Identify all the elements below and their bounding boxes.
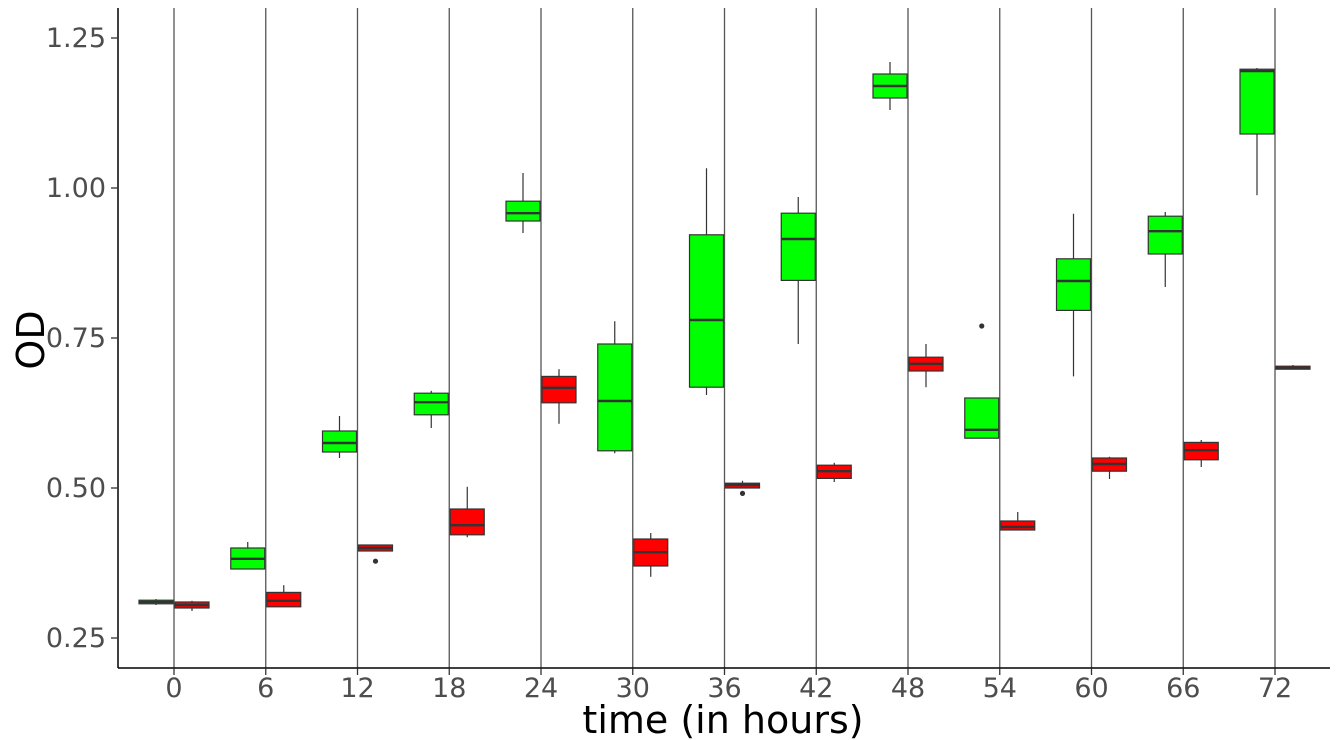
x-tick-label: 24 [524,673,558,704]
box-body [450,509,484,535]
x-tick-label: 6 [257,673,274,704]
y-tick-label: 0.75 [46,323,106,354]
box-body [1148,216,1182,254]
box-group [1276,365,1310,369]
box-body [1001,521,1035,530]
box-body [414,393,448,415]
x-tick-label: 0 [165,673,182,704]
box-body [1057,259,1091,311]
y-tick-label: 1.25 [46,23,106,54]
box-body [323,431,357,452]
x-tick-label: 72 [1258,673,1292,704]
box-body [781,213,815,280]
outlier-point [373,559,378,564]
box-body [965,398,999,438]
y-axis-title: OD [9,310,53,369]
outlier-point [979,323,984,328]
x-tick-label: 54 [983,673,1017,704]
x-axis-title: time (in hours) [582,698,863,740]
y-tick-label: 0.25 [46,623,106,654]
x-tick-label: 12 [340,673,374,704]
box-body [1240,69,1274,134]
x-tick-label: 66 [1166,673,1200,704]
box-group [139,599,173,605]
box-body [542,376,576,402]
x-tick-label: 60 [1074,673,1108,704]
x-tick-label: 18 [432,673,466,704]
x-tick-label: 48 [891,673,925,704]
box-body [690,235,724,387]
y-tick-label: 1.00 [46,173,106,204]
box-body [598,344,632,451]
outlier-point [740,491,745,496]
box-body [506,201,540,221]
y-tick-label: 0.50 [46,473,106,504]
